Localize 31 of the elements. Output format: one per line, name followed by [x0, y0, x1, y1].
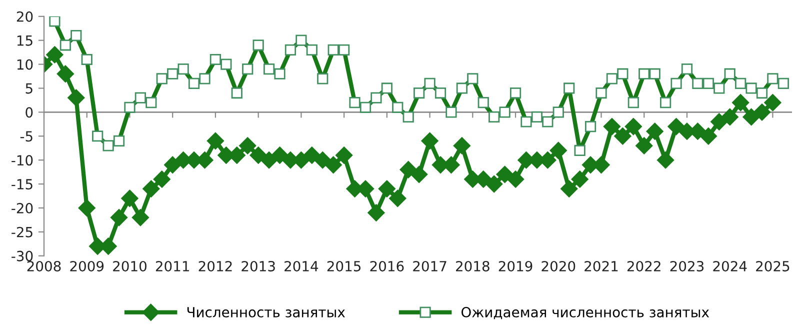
x-tick-label: 2012	[198, 260, 232, 272]
x-tick-label: 2021	[584, 260, 618, 272]
y-tick-label: 20	[16, 11, 33, 22]
y-tick-label: -15	[12, 179, 32, 190]
y-tick-label: -5	[20, 131, 32, 142]
y-tick-label: -20	[12, 202, 33, 214]
legend-label: Численность занятых	[187, 307, 345, 318]
x-tick-label: 2018	[456, 260, 490, 272]
y-tick-label: -25	[12, 226, 32, 238]
y-tick-label: 10	[17, 59, 33, 70]
y-tick-label: 5	[26, 83, 32, 94]
x-tick-label: 2009	[70, 260, 104, 272]
x-tick-label: 2022	[627, 260, 660, 272]
x-tick-label: 2013	[242, 260, 275, 272]
x-tick-label: 2008	[27, 260, 61, 272]
x-tick-label: 2024	[713, 260, 747, 272]
x-tick-label: 2023	[670, 260, 704, 272]
x-tick-label: 2020	[542, 260, 576, 272]
y-tick-label: -30	[12, 250, 33, 262]
x-tick-label: 2019	[498, 260, 532, 272]
y-tick-label: 15	[17, 35, 32, 46]
x-tick-label: 2011	[156, 260, 189, 272]
x-tick-label: 2014	[284, 260, 318, 272]
y-tick-label: -10	[12, 155, 33, 166]
legend-label: Ожидаемая численность занятых	[461, 306, 710, 320]
x-tick-label: 2010	[113, 260, 146, 272]
x-tick-label: 2017	[413, 260, 446, 272]
x-tick-label: 2025	[756, 260, 790, 272]
x-tick-label: 2016	[370, 260, 404, 272]
x-tick-label: 2015	[327, 260, 361, 272]
y-tick-label: 0	[26, 107, 33, 118]
